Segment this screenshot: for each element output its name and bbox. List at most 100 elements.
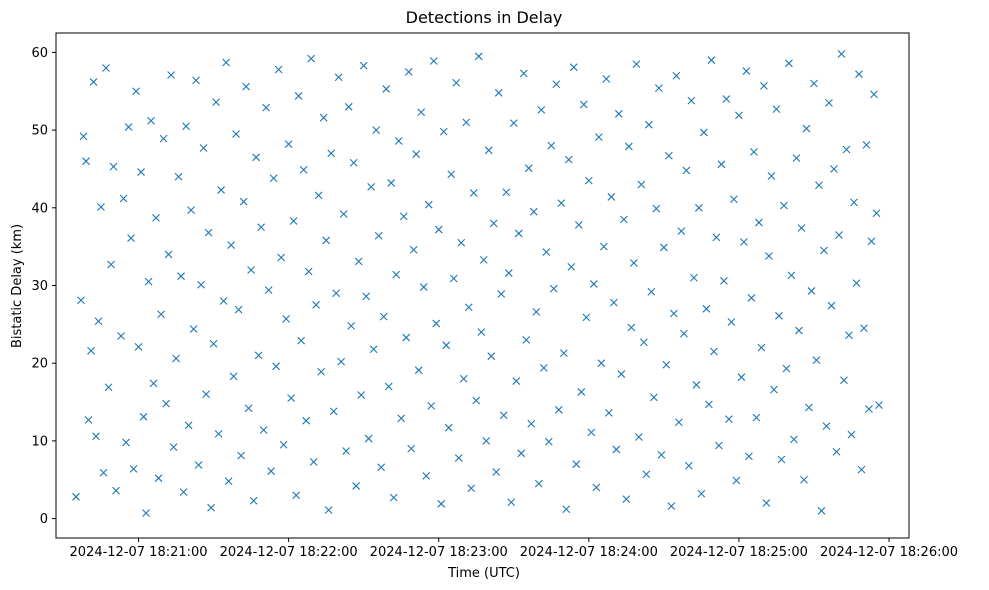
data-point [737,373,746,382]
data-point [514,229,523,238]
data-points [72,50,883,518]
data-point [327,149,336,158]
data-point [307,54,316,63]
data-point [222,58,230,67]
data-point [154,474,163,483]
data-point [504,269,513,277]
data-point [194,461,203,469]
data-point [292,491,301,500]
data-point [542,248,551,256]
data-point [347,322,356,330]
data-point [439,127,448,136]
data-point [652,204,661,213]
data-point [482,436,491,445]
data-point [865,405,873,413]
data-point [499,411,508,420]
data-point [122,438,130,447]
data-point [167,71,175,79]
data-point [224,477,233,486]
data-point [124,123,133,131]
data-point [549,284,558,293]
data-point [870,90,878,99]
data-point [857,465,866,474]
data-point [674,418,683,427]
data-point [494,88,503,97]
data-point [434,225,443,234]
data-point [447,170,456,179]
data-point [199,144,208,152]
data-point [142,509,150,518]
data-point [414,366,423,375]
data-point [304,267,313,276]
data-point [127,234,135,242]
data-point [234,305,243,314]
data-point [312,301,321,309]
data-point [847,430,856,439]
data-point [572,460,581,469]
data-point [429,57,438,65]
data-point [227,241,235,249]
data-point [827,301,836,310]
data-point [99,468,108,477]
data-point [629,259,638,267]
data-point [162,399,170,408]
data-point [667,502,676,511]
data-point [329,407,338,416]
data-point [104,383,113,392]
data-point [282,315,291,323]
data-point [755,218,763,227]
data-point [559,349,568,357]
data-point [807,287,816,295]
data-point [752,413,761,422]
data-point [587,428,596,437]
data-point [302,416,311,425]
data-point [699,128,708,137]
data-point [92,432,100,441]
data-point [337,357,346,366]
data-point [259,426,268,434]
data-point [467,484,476,493]
data-point [242,82,251,91]
data-point [795,326,803,335]
data-point [835,231,843,239]
data-point [389,493,398,502]
data-point [507,498,516,507]
data-point [682,166,691,175]
data-point [875,401,883,410]
data-point [184,421,193,430]
data-point [539,363,548,372]
data-point [112,486,120,495]
data-point [662,360,671,369]
data-point [825,99,833,107]
data-point [84,416,93,424]
data-point [339,210,348,218]
data-point [805,403,813,412]
data-point [732,476,741,485]
data-point [474,52,483,61]
data-point [382,85,391,93]
y-tick-label: 30 [31,279,48,294]
data-point [449,274,458,283]
data-point [497,290,506,298]
data-point [424,200,433,209]
data-point [437,499,446,508]
data-point [767,172,776,180]
data-point [362,292,371,301]
data-point [745,452,753,461]
data-point [407,444,416,453]
data-point [319,113,328,122]
data-point [422,471,431,480]
data-point [102,64,110,72]
data-point [97,203,105,211]
data-point [592,483,601,492]
data-point [837,50,846,58]
data-point [800,475,808,484]
data-point [522,335,531,344]
data-point [192,76,200,85]
data-point [692,381,701,389]
data-point [532,308,541,316]
data-point [244,404,253,413]
data-point [404,67,413,76]
data-point [632,60,641,68]
data-point [257,223,266,232]
